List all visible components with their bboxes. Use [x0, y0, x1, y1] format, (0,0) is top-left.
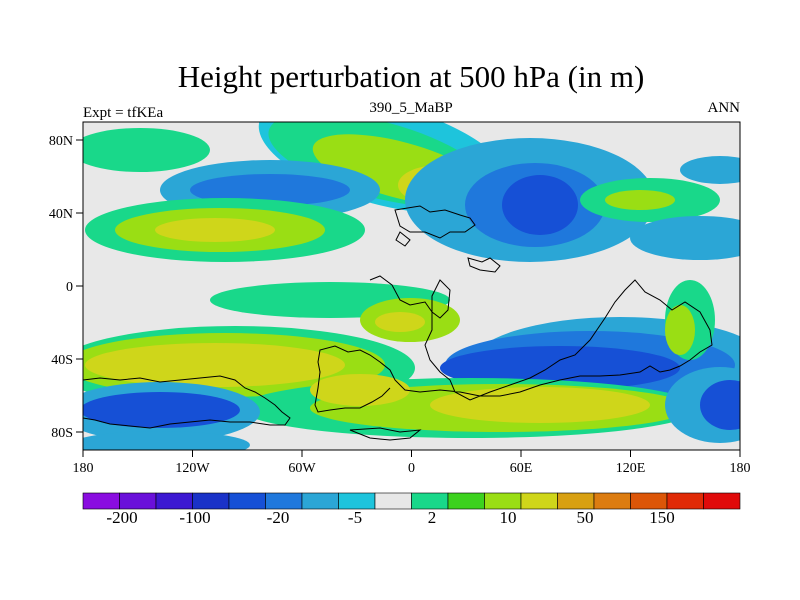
y-tick-label: 80S	[51, 426, 73, 441]
colorbar-swatch	[447, 492, 485, 510]
colorbar-label: -5	[348, 508, 362, 527]
colorbar-swatch	[338, 492, 376, 510]
colorbar-swatch	[703, 492, 741, 510]
x-tick-label: 120W	[175, 461, 210, 476]
contour-field	[83, 122, 740, 450]
x-tick-label: 120E	[616, 461, 646, 476]
x-tick-label: 60E	[510, 461, 533, 476]
colorbar-label: 50	[577, 508, 594, 527]
x-axis: 180 120W 60W 0 60E 120E 180	[73, 450, 751, 476]
x-tick-label: 60W	[288, 461, 316, 476]
negative-anomaly	[630, 216, 740, 260]
x-tick-label: 180	[73, 461, 94, 476]
negative-anomaly	[190, 174, 350, 206]
colorbar-swatch	[82, 492, 120, 510]
colorbar-swatch	[301, 492, 339, 510]
negative-anomaly	[83, 392, 240, 428]
colorbar-swatch	[593, 492, 631, 510]
colorbar-swatches	[82, 492, 741, 510]
positive-anomaly	[310, 374, 410, 406]
colorbar-swatch	[557, 492, 595, 510]
colorbar-swatch	[520, 492, 558, 510]
season-label: ANN	[708, 100, 741, 116]
experiment-label: Expt = tfKEa	[83, 105, 163, 121]
y-axis: 80N 40N 0 40S 80S	[49, 134, 83, 441]
x-tick-label: 180	[730, 461, 751, 476]
colorbar-swatch	[265, 492, 303, 510]
colorbar-label: -100	[179, 508, 210, 527]
positive-anomaly	[85, 343, 345, 387]
positive-anomaly	[155, 218, 275, 242]
colorbar-swatch	[484, 492, 522, 510]
colorbar: -200 -100 -20 -5 2 10 50 150	[82, 492, 741, 527]
colorbar-swatch	[192, 492, 230, 510]
colorbar-swatch	[374, 492, 412, 510]
colorbar-label: -200	[106, 508, 137, 527]
negative-anomaly	[700, 380, 740, 430]
colorbar-swatch	[630, 492, 668, 510]
coastlines	[83, 205, 713, 441]
colorbar-swatch	[228, 492, 266, 510]
colorbar-swatch	[411, 492, 449, 510]
colorbar-swatch	[666, 492, 704, 510]
chart-title: Height perturbation at 500 hPa (in m)	[178, 59, 645, 94]
positive-anomaly	[83, 431, 250, 450]
y-tick-label: 0	[66, 280, 73, 295]
colorbar-swatch	[119, 492, 157, 510]
case-label: 390_5_MaBP	[369, 100, 452, 116]
y-tick-label: 40S	[51, 353, 73, 368]
colorbar-label: 150	[649, 508, 675, 527]
negative-anomaly	[680, 156, 740, 184]
colorbar-label: 2	[428, 508, 437, 527]
x-tick-label: 0	[408, 461, 415, 476]
colorbar-label: 10	[500, 508, 517, 527]
y-tick-label: 80N	[49, 134, 73, 149]
positive-anomaly	[83, 128, 210, 172]
colorbar-swatch	[155, 492, 193, 510]
positive-anomaly	[665, 305, 695, 355]
negative-anomaly	[502, 175, 578, 235]
y-tick-label: 40N	[49, 207, 73, 222]
positive-anomaly	[605, 190, 675, 210]
positive-anomaly	[375, 312, 425, 332]
colorbar-label: -20	[267, 508, 290, 527]
